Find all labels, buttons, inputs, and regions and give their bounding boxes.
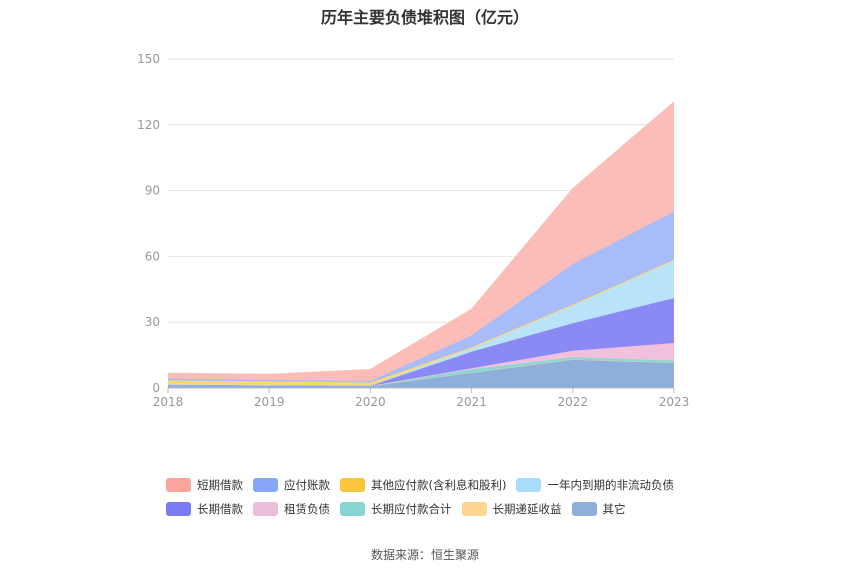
x-tick-label: 2019 <box>254 395 285 409</box>
chart-title: 历年主要负债堆积图（亿元） <box>320 8 529 27</box>
legend-item[interactable]: 短期借款 <box>166 477 243 493</box>
y-tick-label: 90 <box>145 184 160 198</box>
legend-row-2: 长期借款 租赁负债 长期应付款合计 长期递延收益 其它 <box>166 497 726 521</box>
legend-item[interactable]: 长期递延收益 <box>461 501 562 517</box>
legend-label: 长期借款 <box>197 502 243 516</box>
legend-swatch <box>461 502 487 516</box>
area-series-5 <box>168 260 674 386</box>
area-series-2 <box>168 357 674 386</box>
legend-item[interactable]: 租赁负债 <box>253 501 330 517</box>
area-layer <box>167 101 675 388</box>
legend-swatch <box>516 478 542 492</box>
legend-row-1: 短期借款 应付账款 其他应付款(含利息和股利) 一年内到期的非流动负债 <box>166 473 726 497</box>
y-tick-label: 60 <box>145 249 160 263</box>
x-tick-label: 2018 <box>153 395 184 409</box>
legend-label: 一年内到期的非流动负债 <box>547 478 674 492</box>
x-tick-label: 2022 <box>558 395 589 409</box>
legend-swatch <box>166 502 191 516</box>
legend-item[interactable]: 长期应付款合计 <box>340 501 452 517</box>
area-series-7 <box>168 211 674 383</box>
source-note: 数据来源：恒生聚源 <box>370 548 479 562</box>
legend-label: 应付账款 <box>284 478 330 492</box>
legend-item[interactable]: 长期借款 <box>166 501 243 517</box>
legend-swatch <box>340 502 365 516</box>
y-tick-label: 120 <box>137 118 160 132</box>
legend-swatch <box>166 478 191 492</box>
legend-label: 长期递延收益 <box>492 502 562 516</box>
legend-item[interactable]: 其他应付款(含利息和股利) <box>340 477 506 493</box>
x-tick-label: 2021 <box>456 395 487 409</box>
y-tick-label: 150 <box>137 52 160 66</box>
area-series-0 <box>168 359 674 388</box>
x-tick-label: 2020 <box>355 395 386 409</box>
area-series-4 <box>168 298 674 386</box>
legend-item[interactable]: 其它 <box>571 501 626 517</box>
legend-label: 其他应付款(含利息和股利) <box>371 478 507 492</box>
legend-swatch <box>571 502 597 516</box>
legend-swatch <box>253 478 278 492</box>
area-series-8 <box>168 101 674 381</box>
y-tick-label: 30 <box>145 315 160 329</box>
legend: 短期借款 应付账款 其他应付款(含利息和股利) 一年内到期的非流动负债 长期借款 租赁负… <box>166 473 726 521</box>
legend-label: 租赁负债 <box>284 502 330 516</box>
legend-item[interactable]: 一年内到期的非流动负债 <box>516 477 674 493</box>
legend-swatch <box>340 478 365 492</box>
legend-item[interactable]: 应付账款 <box>253 477 330 493</box>
x-tick-label: 2023 <box>659 395 690 409</box>
legend-label: 长期应付款合计 <box>371 502 452 516</box>
axis-layer: 0 30 60 90 120 150 2018 2019 2020 2021 2022 2023 <box>137 52 689 409</box>
y-tick-label: 0 <box>152 381 160 395</box>
legend-label: 短期借款 <box>197 478 243 492</box>
legend-label: 其它 <box>602 502 626 516</box>
area-series-edge-8 <box>167 101 675 375</box>
legend-swatch <box>253 502 278 516</box>
